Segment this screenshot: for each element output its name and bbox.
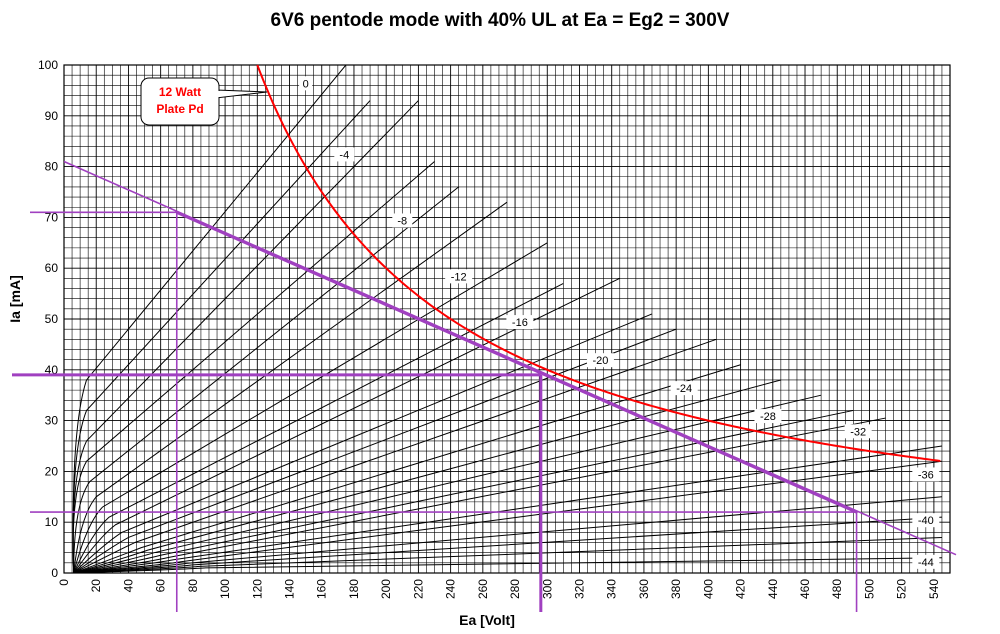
curve-label: -12 — [451, 271, 467, 283]
x-tick-label: 520 — [895, 579, 909, 599]
plate-dissipation-curve — [256, 64, 941, 462]
operating-lines — [12, 211, 858, 612]
curve-grid-minus-40 — [73, 516, 942, 573]
x-tick-label: 320 — [572, 579, 586, 599]
x-tick-label: 100 — [218, 579, 232, 599]
curve-label-bg — [670, 381, 698, 396]
curve-grid-minus-12 — [73, 242, 548, 573]
curve-label: -32 — [850, 426, 866, 438]
curve-label-bg — [445, 269, 473, 284]
curve-grid-minus-6 — [72, 161, 435, 573]
curve-label-bg — [334, 147, 355, 162]
x-tick-label: 120 — [250, 579, 264, 599]
y-tick-label: 30 — [45, 414, 59, 428]
y-tick-label: 40 — [45, 363, 59, 377]
x-axis-title: Ea [Volt] — [459, 612, 515, 628]
characteristic-curves — [72, 65, 943, 573]
x-tick-label: 500 — [862, 579, 876, 599]
curve-grid-minus-26 — [73, 379, 781, 573]
curve-label: -40 — [918, 515, 934, 527]
curve-grid-minus-24 — [73, 364, 741, 573]
load-line-swing — [176, 210, 858, 514]
curve-label-bg — [586, 353, 614, 368]
x-tick-label: 440 — [766, 579, 780, 599]
x-tick-label: 60 — [154, 579, 168, 593]
x-tick-label: 540 — [927, 579, 941, 599]
curve-label: -36 — [918, 469, 934, 481]
callout-joint — [214, 91, 220, 97]
x-tick-label: 20 — [89, 579, 103, 593]
curve-grid-minus-18 — [73, 313, 653, 573]
callout-label-line: 12 Watt — [159, 85, 201, 99]
x-tick-label: 300 — [540, 579, 554, 599]
curve-grid-minus-44 — [73, 557, 942, 573]
curve-label-bg — [844, 424, 872, 439]
curve-label: -28 — [760, 411, 776, 423]
plot-frame — [63, 64, 951, 574]
curve-label: 0 — [303, 78, 309, 90]
x-tick-label: 460 — [798, 579, 812, 599]
curve-label: -44 — [918, 557, 934, 569]
curve-grid-minus-36 — [73, 460, 943, 573]
curve-grid-minus-28 — [73, 394, 822, 573]
x-tick-label: 420 — [734, 579, 748, 599]
curve-label: -8 — [397, 215, 407, 227]
curve-grid-minus-14 — [73, 282, 564, 573]
x-tick-label: 340 — [605, 579, 619, 599]
x-tick-label: 200 — [379, 579, 393, 599]
curve-grid-minus-22 — [73, 338, 717, 573]
curve-label: -4 — [339, 149, 349, 161]
curve-labels: 0 -4 -8 -12 -16 -20 -24 -28 -32 -36 -40 -44 — [299, 76, 940, 569]
x-tick-label: 480 — [830, 579, 844, 599]
x-tick-label: 140 — [283, 579, 297, 599]
curve-label-bg — [754, 409, 782, 424]
curve-label: -16 — [512, 317, 528, 329]
y-tick-label: 50 — [45, 312, 59, 326]
x-tick-label: 180 — [347, 579, 361, 599]
y-tick-label: 0 — [51, 566, 58, 580]
curve-grid-minus-30 — [73, 409, 854, 573]
callout-label-line: Plate Pd — [156, 102, 203, 116]
x-tick-label: 260 — [476, 579, 490, 599]
y-tick-label: 60 — [45, 261, 59, 275]
dissipation-callout: 12 Watt Plate Pd — [140, 77, 268, 126]
y-axis-title: Ia [mA] — [7, 275, 23, 322]
y-tick-label: 70 — [45, 210, 59, 224]
x-tick-label: 220 — [411, 579, 425, 599]
curve-grid-minus-20 — [73, 328, 677, 573]
curve-label-bg — [912, 554, 940, 569]
x-tick-label: 40 — [121, 579, 135, 593]
x-tick-label: 80 — [186, 579, 200, 593]
curve-grid-minus-16 — [73, 277, 620, 573]
curve-grid-minus-10 — [73, 201, 508, 573]
tick-labels: 0 10 20 30 40 50 60 70 80 90 100 0 20 40 60 80 100 120 140… — [38, 58, 941, 599]
curve-label-bg — [506, 315, 534, 330]
y-tick-label: 20 — [45, 464, 59, 478]
curve-label: -24 — [676, 383, 692, 395]
x-tick-label: 400 — [701, 579, 715, 599]
x-tick-label: 160 — [315, 579, 329, 599]
x-tick-label: 280 — [508, 579, 522, 599]
chart-title: 6V6 pentode mode with 40% UL at Ea = Eg2… — [270, 10, 730, 31]
callout-box — [140, 77, 220, 126]
x-tick-label: 240 — [444, 579, 458, 599]
curve-label-bg — [912, 513, 940, 528]
curve-label-bg — [912, 467, 940, 482]
y-tick-label: 90 — [45, 109, 59, 123]
y-tick-label: 80 — [45, 160, 59, 174]
x-tick-label: 360 — [637, 579, 651, 599]
y-tick-label: 100 — [38, 58, 58, 72]
curve-grid-minus-32 — [73, 417, 886, 573]
curve-label-bg — [392, 213, 413, 228]
x-tick-label: 380 — [669, 579, 683, 599]
x-tick-label: 0 — [57, 579, 71, 586]
y-tick-label: 10 — [45, 515, 59, 529]
curve-label: -20 — [592, 355, 608, 367]
curve-label-bg — [299, 76, 313, 91]
